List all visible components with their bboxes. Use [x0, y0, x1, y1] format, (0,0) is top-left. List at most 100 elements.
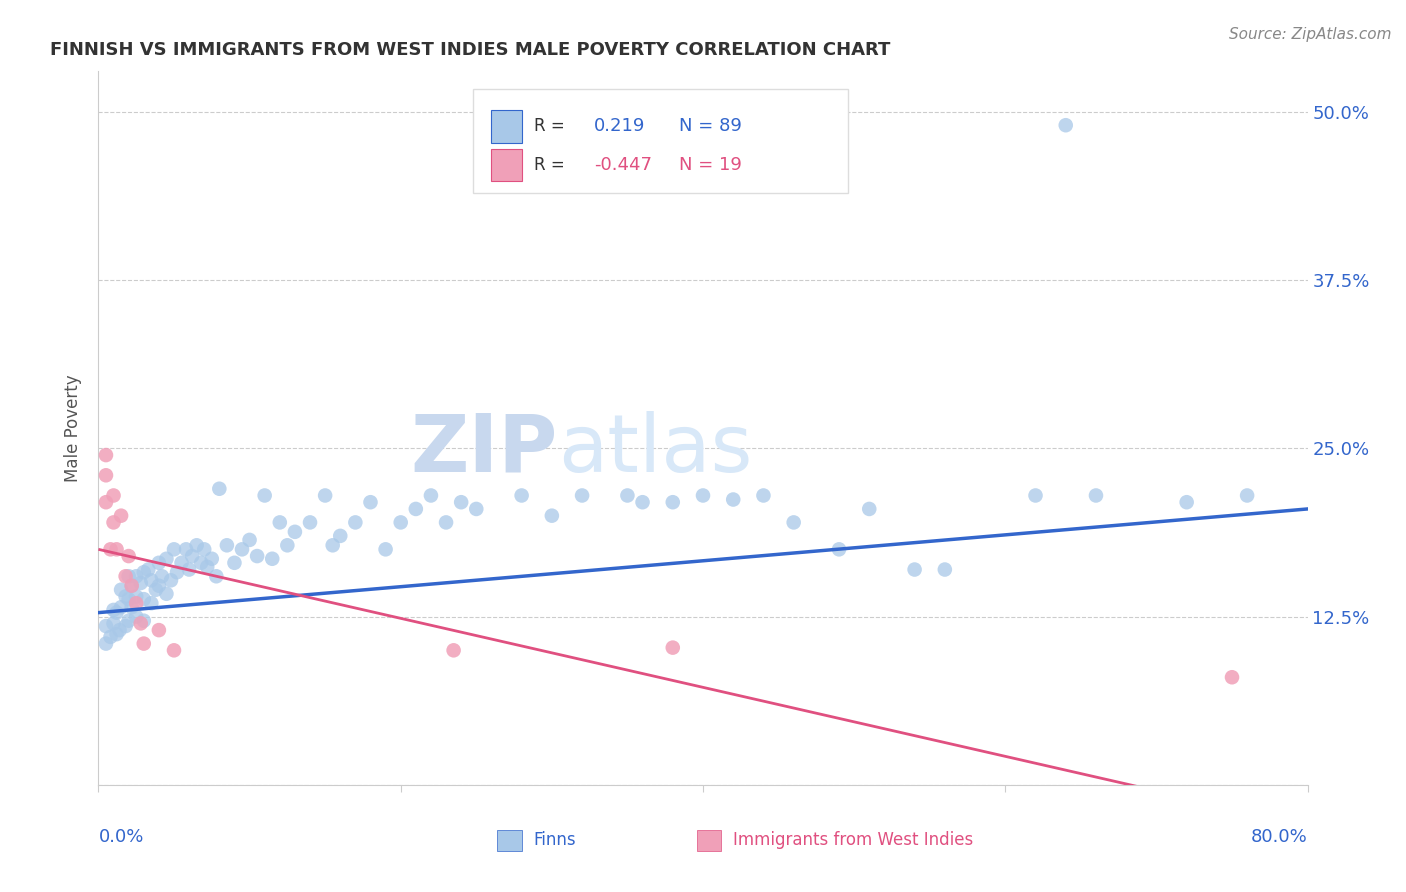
FancyBboxPatch shape: [492, 111, 522, 143]
Text: Source: ZipAtlas.com: Source: ZipAtlas.com: [1229, 27, 1392, 42]
Point: [110, 508, 132, 523]
Point: [105, 542, 128, 557]
Point: [118, 592, 141, 607]
Point: [420, 488, 443, 502]
Point: [103, 488, 125, 502]
Point: [329, 529, 352, 543]
FancyBboxPatch shape: [474, 89, 848, 193]
Point: [132, 637, 155, 651]
Point: [136, 562, 159, 576]
Text: ZIP: ZIP: [411, 410, 558, 489]
Point: [118, 569, 141, 583]
Point: [148, 556, 170, 570]
Text: FINNISH VS IMMIGRANTS FROM WEST INDIES MALE POVERTY CORRELATION CHART: FINNISH VS IMMIGRANTS FROM WEST INDIES M…: [51, 41, 890, 59]
Point: [141, 574, 163, 588]
Text: R =: R =: [534, 156, 569, 174]
Point: [224, 556, 246, 570]
Point: [148, 579, 170, 593]
Point: [246, 549, 269, 563]
Text: R =: R =: [534, 118, 569, 136]
Point: [443, 643, 465, 657]
Point: [360, 495, 382, 509]
Point: [94, 448, 117, 462]
Point: [904, 562, 927, 576]
Point: [1236, 488, 1258, 502]
Point: [434, 516, 457, 530]
Point: [174, 542, 197, 557]
Point: [510, 488, 533, 502]
Text: 0.0%: 0.0%: [98, 828, 143, 846]
Text: 0.219: 0.219: [595, 118, 645, 136]
Point: [129, 576, 152, 591]
Point: [141, 596, 163, 610]
Point: [1024, 488, 1046, 502]
Point: [103, 516, 125, 530]
Point: [148, 623, 170, 637]
Point: [94, 619, 117, 633]
Point: [114, 569, 136, 583]
Point: [114, 619, 136, 633]
Point: [231, 542, 253, 557]
FancyBboxPatch shape: [498, 830, 522, 851]
Point: [344, 516, 367, 530]
Point: [145, 582, 167, 597]
Point: [752, 488, 775, 502]
Point: [661, 495, 683, 509]
Point: [114, 590, 136, 604]
Point: [166, 566, 188, 580]
Point: [125, 609, 148, 624]
Point: [201, 551, 224, 566]
Point: [105, 627, 128, 641]
Point: [132, 614, 155, 628]
Point: [389, 516, 412, 530]
Point: [374, 542, 396, 557]
Point: [94, 468, 117, 483]
Point: [858, 502, 880, 516]
Text: Finns: Finns: [534, 831, 576, 849]
Point: [193, 542, 215, 557]
Point: [540, 508, 562, 523]
Point: [155, 587, 177, 601]
Point: [186, 538, 208, 552]
Point: [269, 516, 291, 530]
Point: [208, 482, 231, 496]
Point: [103, 616, 125, 631]
Point: [205, 569, 228, 583]
Point: [179, 562, 201, 576]
Point: [284, 524, 307, 539]
Point: [103, 603, 125, 617]
Point: [94, 495, 117, 509]
Point: [94, 637, 117, 651]
Point: [465, 502, 488, 516]
Point: [105, 606, 128, 620]
Point: [661, 640, 683, 655]
Point: [118, 549, 141, 563]
Point: [121, 579, 143, 593]
Point: [170, 556, 193, 570]
Point: [631, 495, 654, 509]
Point: [299, 516, 322, 530]
Point: [132, 592, 155, 607]
Point: [121, 600, 143, 615]
FancyBboxPatch shape: [492, 149, 522, 181]
Point: [1175, 495, 1198, 509]
Y-axis label: Male Poverty: Male Poverty: [65, 375, 83, 482]
Point: [100, 630, 122, 644]
Point: [1054, 118, 1077, 132]
Point: [125, 596, 148, 610]
Point: [692, 488, 714, 502]
Point: [239, 533, 262, 547]
Point: [1220, 670, 1243, 684]
Point: [571, 488, 593, 502]
Point: [100, 542, 122, 557]
Point: [262, 551, 284, 566]
Point: [125, 590, 148, 604]
Point: [110, 582, 132, 597]
Text: Immigrants from West Indies: Immigrants from West Indies: [734, 831, 973, 849]
Point: [108, 623, 131, 637]
Text: -0.447: -0.447: [595, 156, 652, 174]
Point: [110, 600, 132, 615]
Point: [783, 516, 806, 530]
Point: [195, 559, 218, 574]
Point: [118, 614, 141, 628]
